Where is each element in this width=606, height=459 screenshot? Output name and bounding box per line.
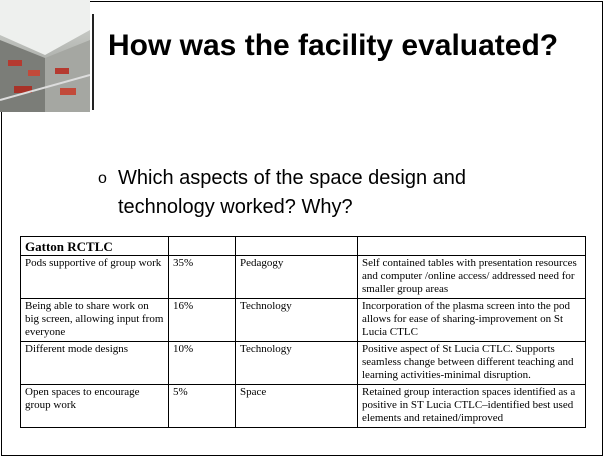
table-row: Open spaces to encourage group work 5% Spa… <box>20 384 586 428</box>
table-header-cell <box>357 236 586 256</box>
aspect-cell: Pods supportive of group work <box>20 255 169 299</box>
percent-cell: 16% <box>168 298 236 342</box>
table-row: Being able to share work on big screen, … <box>20 298 586 342</box>
photo <box>0 0 90 112</box>
percent-cell: 10% <box>168 341 236 385</box>
bullet-marker: o <box>98 170 107 187</box>
comment-cell: Incorporation of the plasma screen into … <box>357 298 586 342</box>
slide-title: How was the facility evaluated? <box>108 29 559 62</box>
percent-cell: 5% <box>168 384 236 428</box>
category-cell: Technology <box>235 298 358 342</box>
bullet-text: Which aspects of the space design and te… <box>118 167 466 218</box>
table-header-cell <box>235 236 358 256</box>
comment-cell: Positive aspect of St Lucia CTLC. Suppor… <box>357 341 586 385</box>
comment-cell: Self contained tables with presentation … <box>357 255 586 299</box>
category-cell: Pedagogy <box>235 255 358 299</box>
category-cell: Space <box>235 384 358 428</box>
table-header-row: Gatton RCTLC <box>20 236 586 256</box>
aspect-cell: Being able to share work on big screen, … <box>20 298 169 342</box>
comment-cell: Retained group interaction spaces identi… <box>357 384 586 428</box>
evaluation-table: Gatton RCTLC Pods supportive of group wo… <box>20 236 586 428</box>
table-header: Gatton RCTLC <box>20 236 169 256</box>
table-row: Different mode designs 10% Technology Posit… <box>20 341 586 385</box>
percent-cell: 35% <box>168 255 236 299</box>
table-row: Pods supportive of group work 35% Pedagogy… <box>20 255 586 299</box>
title-divider <box>92 14 94 110</box>
table-header-cell <box>168 236 236 256</box>
aspect-cell: Open spaces to encourage group work <box>20 384 169 428</box>
category-cell: Technology <box>235 341 358 385</box>
bullet-item: o Which aspects of the space design and t… <box>98 164 518 222</box>
aspect-cell: Different mode designs <box>20 341 169 385</box>
